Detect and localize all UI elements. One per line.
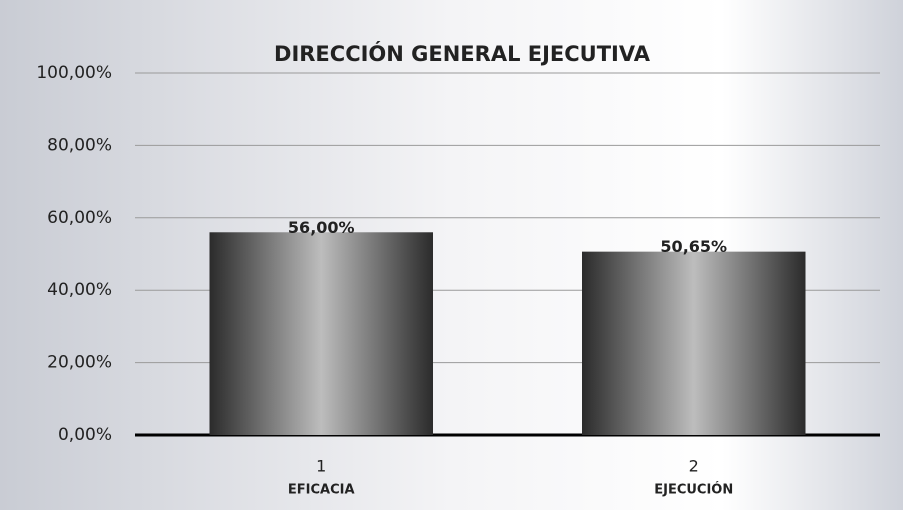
x-tick-label: 1 (316, 457, 326, 476)
value-label: 50,65% (660, 237, 727, 256)
y-tick-label: 80,00% (47, 135, 112, 155)
value-label: 56,00% (288, 218, 355, 237)
category-label: EJECUCIÓN (654, 482, 733, 498)
chart-title: DIRECCIÓN GENERAL EJECUTIVA (274, 41, 651, 66)
y-tick-label: 40,00% (47, 280, 112, 300)
y-tick-label: 60,00% (47, 208, 112, 228)
bar (209, 232, 433, 435)
x-tick-label: 2 (689, 457, 699, 476)
y-tick-label: 100,00% (36, 63, 112, 83)
y-tick-label: 20,00% (47, 353, 112, 373)
bar (582, 251, 806, 435)
category-label: EFICACIA (288, 483, 355, 498)
y-tick-label: 0,00% (58, 425, 112, 445)
